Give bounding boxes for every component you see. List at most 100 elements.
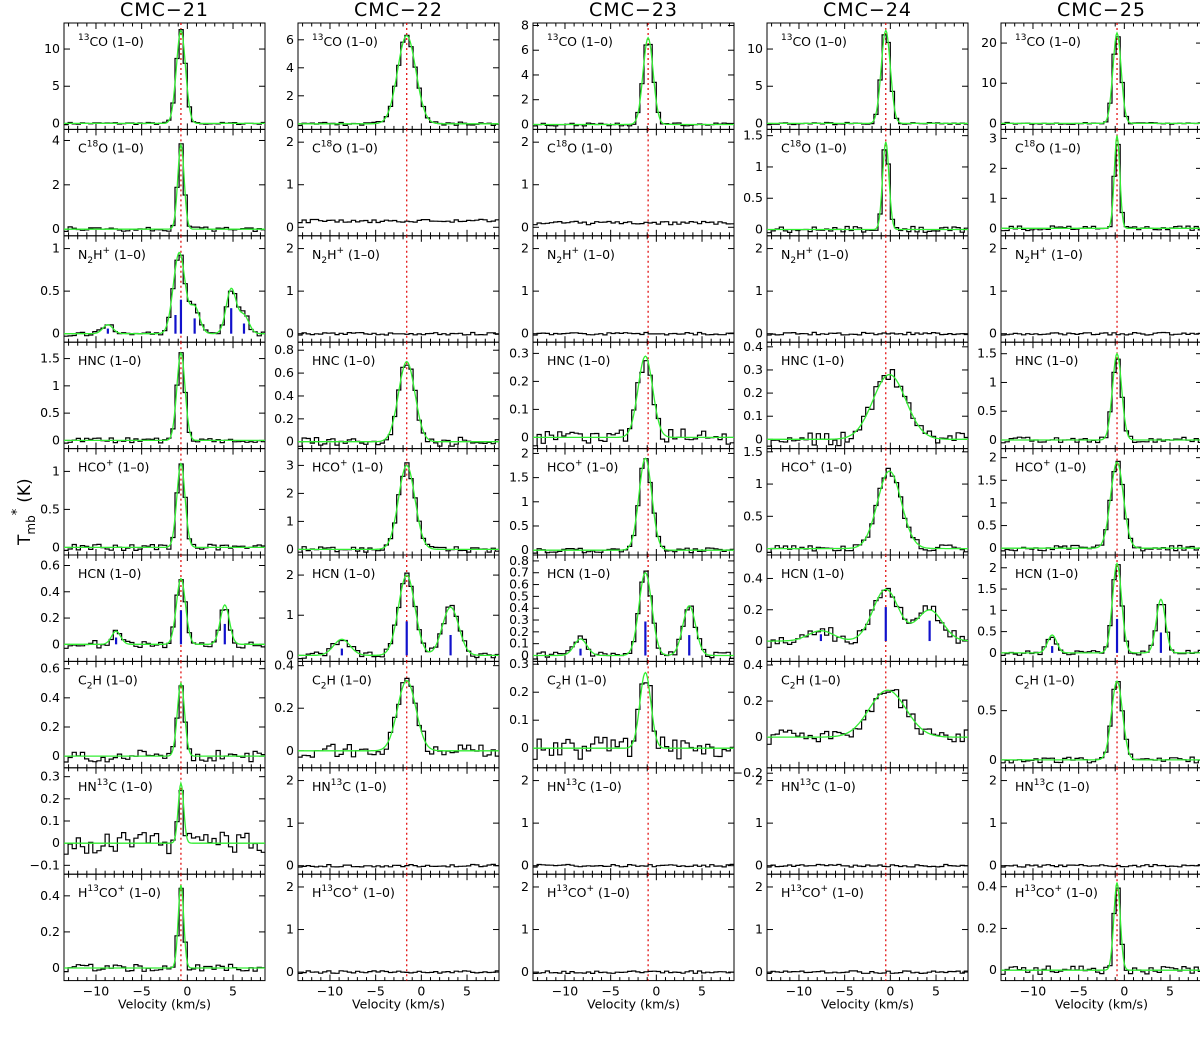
y-tick-label: 0.2 — [743, 385, 763, 400]
fit-curve — [64, 351, 265, 442]
y-tick-label: 2 — [755, 879, 763, 894]
panel-hcn: 00.10.20.30.40.50.60.70.8 HCN (1–0) — [509, 553, 735, 662]
line-label-part: 2 — [321, 681, 327, 691]
line-label-part: N — [312, 247, 321, 262]
fit-curve — [1001, 352, 1200, 441]
y-tick-label: 1 — [755, 815, 763, 830]
line-label: HCN (1–0) — [1015, 566, 1078, 581]
panel-hn13c: 0 1 2 HN13C (1–0) — [989, 767, 1200, 875]
x-axis-label: Velocity (km/s) — [118, 997, 211, 1012]
fit-curve — [767, 141, 968, 231]
panel-c2h: 0 0.2 0.4 C2H (1–0) — [274, 658, 500, 769]
observed-spectrum — [64, 352, 265, 444]
line-label: N2H+ (1–0) — [1015, 246, 1083, 266]
panel-13co: 0 2 4 6 13CO (1–0) — [286, 22, 500, 131]
observed-spectrum — [1001, 36, 1200, 125]
fit-curve — [767, 28, 968, 125]
y-tick-label: 2 — [286, 134, 294, 149]
y-tick-label: 0.5 — [977, 403, 997, 418]
line-label-part: (1–0) — [594, 885, 630, 900]
y-tick-label: 0.6 — [40, 558, 60, 573]
line-label-part: (1–0) — [344, 247, 380, 262]
x-tick-label: −5 — [601, 984, 619, 999]
panel-hco: 0 0.5 1 HCO+ (1–0) — [40, 448, 266, 556]
panel-c18o: 0 2 4 C18O (1–0) — [52, 128, 266, 237]
y-tick-label: 2 — [755, 241, 763, 256]
y-tick-label: 0 — [989, 220, 997, 235]
line-label-part: C — [1015, 140, 1024, 155]
line-label-part: CO (1–0) — [1026, 34, 1080, 49]
y-tick-label: 6 — [521, 42, 529, 57]
y-tick-label: 1 — [52, 241, 60, 256]
column-title: CMC−21 — [120, 0, 209, 21]
line-label-part: H — [562, 247, 571, 262]
y-tick-label: 0 — [52, 835, 60, 850]
y-tick-label: 0 — [755, 964, 763, 979]
y-tick-label: 0 — [521, 740, 529, 755]
x-axis-label: Velocity (km/s) — [352, 997, 445, 1012]
line-label-part: CO (1–0) — [323, 34, 377, 49]
y-tick-label: 0 — [755, 222, 763, 237]
y-tick-label: 0.2 — [977, 920, 997, 935]
observed-spectrum — [64, 463, 265, 551]
observed-spectrum — [298, 462, 499, 553]
line-label: HNC (1–0) — [781, 353, 844, 368]
observed-spectrum — [533, 43, 734, 127]
line-label-part: CO — [568, 885, 587, 900]
y-tick-label: 0.1 — [40, 813, 60, 828]
y-tick-label: 2 — [52, 177, 60, 192]
observed-spectrum — [767, 467, 968, 553]
panel-h13co: 0 0.2 0.4 H13CO+ (1–0) −10 −5 0 5 Velocity (km/s… — [40, 873, 266, 1012]
y-tick-label: 1.5 — [977, 346, 997, 361]
x-tick-label: −10 — [83, 984, 109, 999]
line-label-part: 13 — [566, 778, 577, 788]
line-label: H13CO+ (1–0) — [312, 884, 395, 900]
panel-frame — [766, 873, 969, 982]
line-label-part: H (1–0) — [1029, 672, 1074, 687]
line-label-part: H (1–0) — [795, 672, 840, 687]
panel-n2h: 012 N2H+ (1–0) — [755, 235, 969, 343]
observed-spectrum — [1001, 331, 1200, 336]
line-label: 13CO (1–0) — [312, 33, 378, 49]
y-tick-label: 5 — [755, 78, 763, 93]
line-label-part: C (1–0) — [811, 779, 856, 794]
y-label-sub: mb — [24, 515, 38, 534]
line-label-part: (1–0) — [817, 460, 853, 475]
line-label-part: 2 — [1024, 256, 1030, 266]
line-label-part: 13 — [87, 884, 98, 894]
line-label: C2H (1–0) — [1015, 672, 1075, 691]
y-tick-label: 0 — [286, 434, 294, 449]
line-label: C2H (1–0) — [78, 672, 138, 691]
y-tick-label: 1.5 — [977, 581, 997, 596]
panel-h13co: 0 1 2 H13CO+ (1–0) −10 −5 0 5 Velocity (km/s) — [755, 873, 969, 1012]
y-tick-label: 0.5 — [743, 190, 763, 205]
y-tick-label: 1 — [989, 190, 997, 205]
line-label-part: + — [1040, 246, 1048, 256]
line-label-part: (1–0) — [1051, 460, 1087, 475]
line-label-part: 13 — [97, 778, 108, 788]
y-tick-label: 1.5 — [743, 444, 763, 459]
line-label-part: 13 — [1034, 778, 1045, 788]
line-label-part: 18 — [87, 139, 99, 149]
y-tick-label: 0 — [286, 647, 294, 662]
line-label-part: + — [586, 884, 594, 894]
line-label-part: (1–0) — [359, 885, 395, 900]
line-label-part: C (1–0) — [108, 779, 153, 794]
x-tick-label: −5 — [132, 984, 150, 999]
observed-spectrum — [64, 789, 265, 855]
x-tick-label: −10 — [552, 984, 578, 999]
line-label-part: HN — [78, 779, 97, 794]
panel-13co: 0 10 20 13CO (1–0) — [981, 22, 1200, 130]
line-label-part: (1–0) — [1062, 885, 1098, 900]
observed-spectrum — [767, 587, 968, 648]
observed-spectrum — [64, 887, 265, 973]
y-tick-label: 1.5 — [40, 351, 60, 366]
line-label-part: HN — [781, 779, 800, 794]
y-tick-label: 2 — [989, 773, 997, 788]
observed-spectrum — [767, 863, 968, 868]
fit-curve — [767, 373, 968, 440]
panel-hn13c: 0 1 2 HN13C (1–0) — [286, 767, 500, 875]
line-label: HCN (1–0) — [547, 566, 610, 581]
